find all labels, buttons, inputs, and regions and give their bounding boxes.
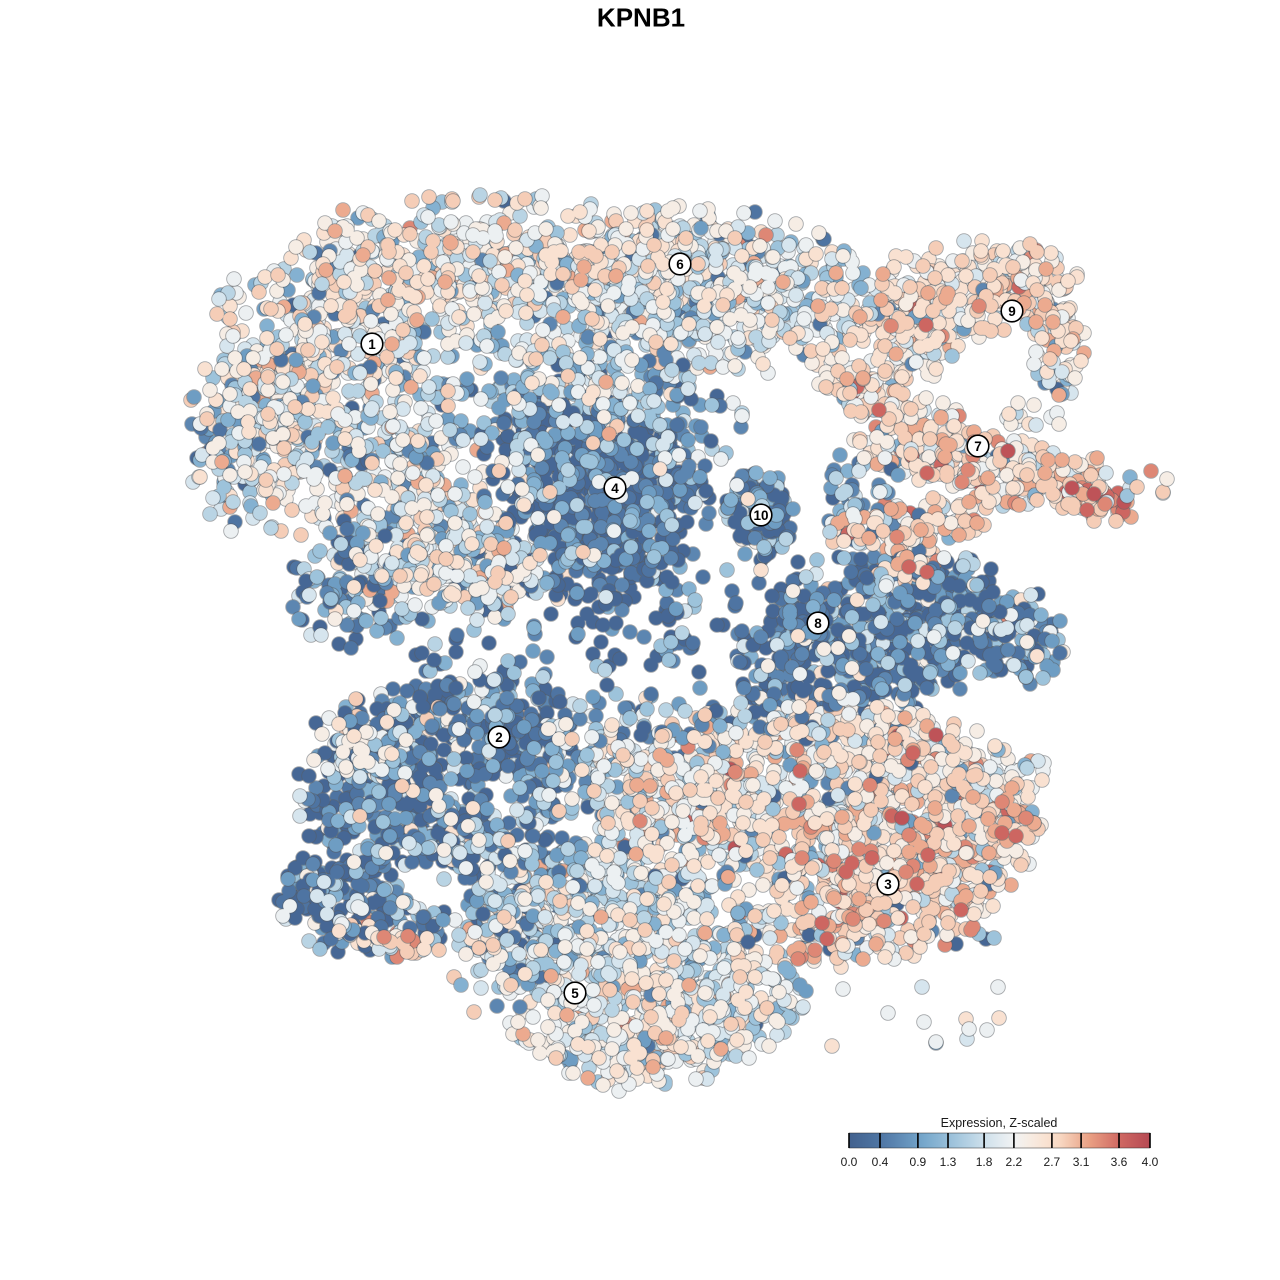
svg-text:2: 2 bbox=[495, 730, 503, 745]
svg-text:9: 9 bbox=[1008, 304, 1016, 319]
svg-text:KPNB1: KPNB1 bbox=[597, 3, 685, 33]
svg-text:1.8: 1.8 bbox=[976, 1155, 993, 1169]
svg-text:1: 1 bbox=[368, 337, 376, 352]
svg-text:Expression, Z-scaled: Expression, Z-scaled bbox=[941, 1116, 1058, 1130]
svg-text:2.7: 2.7 bbox=[1044, 1155, 1061, 1169]
svg-text:0.0: 0.0 bbox=[841, 1155, 858, 1169]
svg-text:2.2: 2.2 bbox=[1006, 1155, 1023, 1169]
svg-text:6: 6 bbox=[676, 257, 684, 272]
svg-text:5: 5 bbox=[571, 986, 579, 1001]
svg-text:7: 7 bbox=[974, 439, 982, 454]
svg-text:0.9: 0.9 bbox=[910, 1155, 927, 1169]
svg-text:8: 8 bbox=[814, 616, 822, 631]
svg-text:10: 10 bbox=[753, 508, 768, 523]
svg-text:4: 4 bbox=[611, 481, 619, 496]
svg-text:1.3: 1.3 bbox=[940, 1155, 957, 1169]
svg-text:0.4: 0.4 bbox=[872, 1155, 889, 1169]
svg-text:3: 3 bbox=[884, 877, 892, 892]
svg-text:3.6: 3.6 bbox=[1111, 1155, 1128, 1169]
svg-text:3.1: 3.1 bbox=[1073, 1155, 1090, 1169]
svg-text:4.0: 4.0 bbox=[1142, 1155, 1159, 1169]
